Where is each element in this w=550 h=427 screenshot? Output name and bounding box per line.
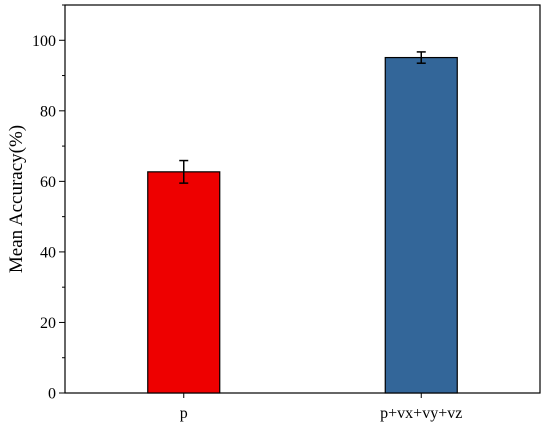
x-tick-label: p+vx+vy+vz xyxy=(380,405,462,422)
plot-area-frame xyxy=(64,4,541,394)
y-tick-label: 20 xyxy=(40,315,56,332)
x-axis: p p+vx+vy+vz xyxy=(180,393,462,422)
y-tick-label: 100 xyxy=(32,33,56,50)
y-tick-label: 40 xyxy=(40,244,56,261)
y-axis: 0 20 40 60 80 100 xyxy=(32,4,65,403)
bar xyxy=(147,171,221,394)
x-tick-label: p xyxy=(180,405,188,422)
y-tick-label: 60 xyxy=(40,174,56,191)
y-axis-title: Mean Accuracy(%) xyxy=(6,125,27,273)
bar xyxy=(384,56,458,394)
y-tick-label: 0 xyxy=(48,386,56,403)
y-tick-label: 80 xyxy=(40,103,56,120)
bar-series xyxy=(147,51,458,394)
